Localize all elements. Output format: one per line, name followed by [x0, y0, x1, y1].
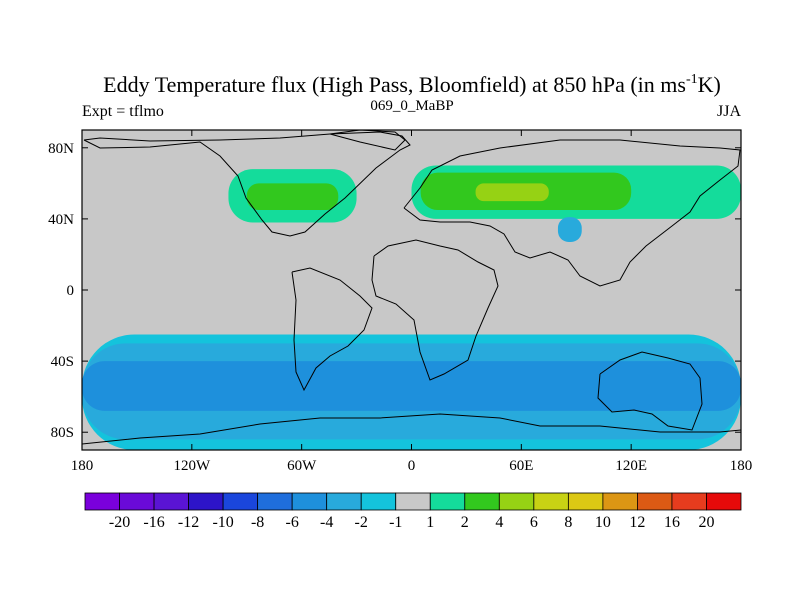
- colorbar-swatch: [671, 492, 707, 511]
- x-tick-label: 180: [71, 458, 94, 474]
- colorbar-label: -2: [355, 514, 368, 531]
- x-tick-label: 120W: [173, 458, 211, 474]
- colorbar-swatch: [119, 492, 155, 511]
- colorbar-label: 12: [629, 514, 645, 531]
- x-tick-label: 0: [408, 458, 416, 474]
- x-tick-label: 120E: [615, 458, 647, 474]
- field-region-8: [82, 361, 741, 411]
- colorbar-label: -10: [212, 514, 233, 531]
- colorbar-swatch: [464, 492, 500, 511]
- colorbar-label: 1: [426, 514, 434, 531]
- colorbar-swatch: [567, 492, 604, 511]
- y-tick-label: 80N: [48, 141, 74, 157]
- colorbar-label: -12: [178, 514, 199, 531]
- colorbar-swatch: [602, 492, 638, 511]
- x-tick-label: 180: [730, 458, 753, 474]
- colorbar-label: 20: [698, 514, 714, 531]
- colorbar-swatch: [291, 492, 328, 511]
- chart-subtitle: 069_0_MaBP: [370, 98, 453, 114]
- coastline-greenland: [329, 130, 406, 151]
- colorbar-swatch: [188, 492, 224, 511]
- coastline-australia: [597, 351, 703, 431]
- y-tick-label: 80S: [51, 425, 74, 441]
- colorbar-label: 2: [461, 514, 469, 531]
- coastline-antarctica: [82, 413, 741, 445]
- field-region-1: [246, 183, 339, 210]
- colorbar-swatch: [429, 492, 466, 511]
- field-regions: [82, 165, 741, 450]
- field-region-4: [475, 183, 549, 202]
- colorbar-swatch: [84, 492, 120, 511]
- chart-title: Eddy Temperature flux (High Pass, Bloomf…: [103, 72, 721, 97]
- colorbar-swatch: [153, 492, 189, 511]
- colorbar-swatch: [706, 492, 742, 511]
- colorbar-swatch: [533, 492, 569, 511]
- coastline-south-america: [291, 267, 373, 392]
- y-tick-label: 0: [67, 283, 75, 299]
- season-label: JJA: [717, 103, 741, 120]
- x-tick-label: 60W: [287, 458, 317, 474]
- colorbar-swatch: [222, 492, 259, 511]
- colorbar: -20 -16 -12 -10 -8 -6 -4 -2 -1 1 2 4 6 8 10 12 16 20: [84, 492, 742, 531]
- coastline-eurasia: [403, 139, 741, 287]
- colorbar-swatch: [326, 492, 362, 511]
- axes: 180 120W 60W 0 60E 120E 180 80N 40N 0 40S 80S: [48, 130, 752, 474]
- colorbar-label: 10: [595, 514, 611, 531]
- colorbar-label: 8: [564, 514, 572, 531]
- colorbar-swatch: [360, 492, 397, 511]
- colorbar-label: 4: [495, 514, 503, 531]
- colorbar-swatch: [395, 492, 431, 511]
- colorbar-label: -16: [143, 514, 164, 531]
- colorbar-label: -4: [320, 514, 333, 531]
- coastline-north-america: [83, 131, 411, 237]
- experiment-label: Expt = tflmo: [82, 103, 164, 120]
- x-tick-label: 60E: [509, 458, 533, 474]
- colorbar-swatch: [498, 492, 535, 511]
- colorbar-label: -8: [251, 514, 264, 531]
- colorbar-label: -6: [285, 514, 298, 531]
- colorbar-swatch: [257, 492, 293, 511]
- coastline-africa: [371, 239, 499, 381]
- coastlines: [82, 130, 741, 445]
- colorbar-label: 6: [530, 514, 538, 531]
- colorbar-label: -20: [109, 514, 130, 531]
- y-tick-label: 40N: [48, 212, 74, 228]
- colorbar-swatch: [637, 492, 673, 511]
- colorbar-label: 16: [664, 514, 680, 531]
- y-tick-label: 40S: [51, 354, 74, 370]
- colorbar-label: -1: [389, 514, 402, 531]
- field-region-5: [557, 217, 582, 242]
- map-plot-area: [82, 130, 741, 450]
